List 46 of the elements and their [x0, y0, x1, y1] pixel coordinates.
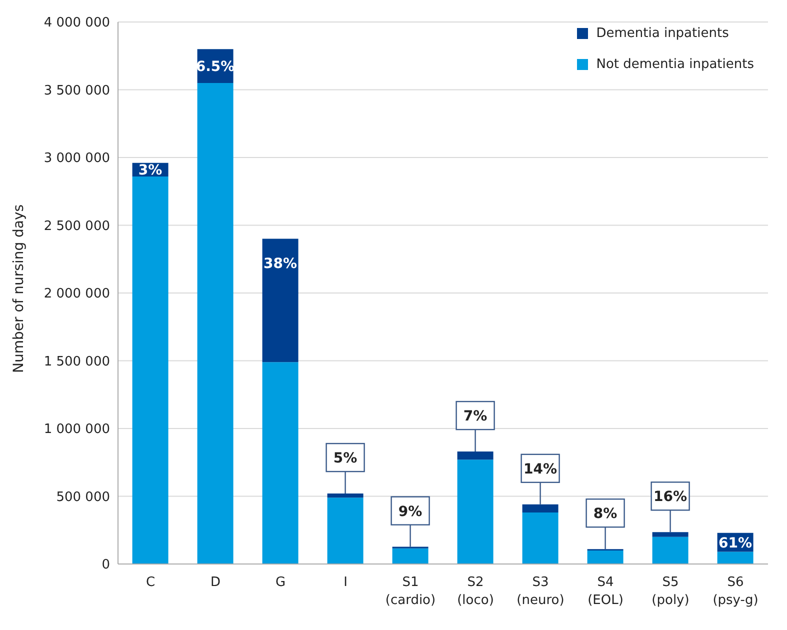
bar [262, 362, 298, 564]
bar [262, 238, 298, 362]
legend-label: Dementia inpatients [596, 26, 729, 41]
x-tick-label: S2 (loco) [457, 575, 494, 608]
bar [327, 494, 364, 498]
legend-label: Not dementia inpatients [596, 57, 754, 72]
x-tick-label: S3 (neuro) [516, 575, 564, 608]
y-tick-label: 2 500 000 [44, 218, 110, 234]
annotation: 7% [463, 408, 488, 425]
y-tick-label: 0 [102, 558, 110, 573]
annotation: 38% [264, 256, 298, 272]
bar [392, 548, 428, 564]
y-tick-label: 1 000 000 [44, 422, 110, 438]
annotation: 8% [593, 506, 618, 522]
annotation: 61% [718, 535, 752, 552]
x-tick-label: C [146, 575, 156, 590]
bar [197, 82, 234, 564]
y-tick-label: 1 500 000 [44, 354, 110, 370]
y-tick-label: 3 000 000 [44, 151, 110, 166]
x-tick-label: G [275, 575, 286, 590]
annotation: 5% [333, 450, 358, 467]
y-tick-label: 500 000 [56, 490, 110, 505]
x-tick-label: I [344, 575, 348, 590]
x-tick-label: S5 (poly) [652, 575, 690, 608]
x-tick-label: S6 (psy-g) [712, 575, 758, 608]
annotation: 14% [524, 461, 558, 478]
annotation: 3% [138, 162, 162, 179]
y-tick-label: 2 000 000 [44, 286, 110, 302]
bar [652, 532, 688, 537]
bar [327, 498, 364, 564]
bar [522, 512, 558, 564]
y-tick-label: 4 000 000 [44, 16, 110, 31]
x-tick-label: S4 (EOL) [588, 575, 624, 608]
bar [717, 552, 754, 564]
annotation: 9% [398, 504, 422, 520]
y-axis-title: Number of nursing days [10, 204, 27, 373]
bar [522, 504, 558, 513]
x-tick-label: D [210, 575, 221, 590]
y-tick-label: 3 500 000 [44, 83, 110, 98]
bar [457, 452, 494, 460]
bar [652, 536, 688, 564]
annotation: 16% [654, 489, 688, 506]
bar [132, 176, 168, 564]
bar [457, 460, 494, 564]
x-tick-label: S1 (cardio) [385, 575, 436, 608]
bar [587, 550, 624, 564]
